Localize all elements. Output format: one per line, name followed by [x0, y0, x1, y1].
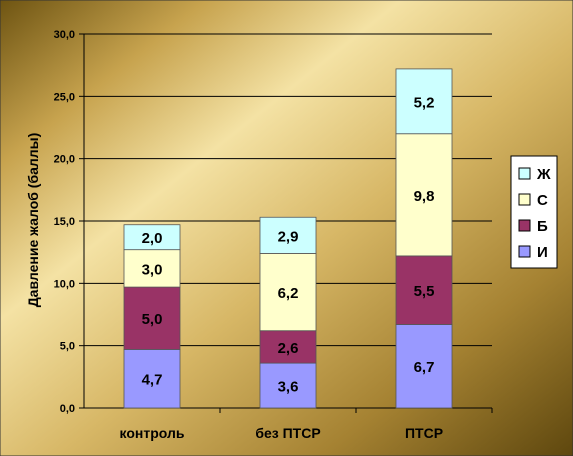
data-label: 5,0 — [142, 311, 163, 328]
data-labels: 4,7 5,0 3,0 2,0 3,6 2,6 6,2 2,9 6,7 5,5 9,8 5,2 — [142, 94, 435, 395]
x-tick-label: ПТСР — [405, 425, 443, 441]
bar-segment — [123, 249, 181, 288]
data-label: 2,0 — [142, 230, 163, 247]
y-tick-label: 5,0 — [60, 341, 75, 353]
bar-segment — [395, 255, 453, 325]
data-label: 2,9 — [278, 228, 299, 245]
data-label: 3,0 — [142, 261, 163, 278]
bars — [123, 68, 453, 409]
bar-segment — [395, 68, 453, 135]
y-tick-label: 25,0 — [54, 91, 75, 103]
data-label: 2,6 — [278, 340, 299, 357]
data-label: 5,2 — [414, 94, 435, 111]
data-label: 6,2 — [278, 285, 299, 302]
y-tick-label: 15,0 — [54, 216, 75, 228]
legend-swatch — [518, 245, 531, 258]
legend-swatch — [518, 167, 531, 180]
bar-segment — [395, 324, 453, 409]
x-tick-label: без ПТСР — [255, 425, 320, 441]
y-tick-label: 0,0 — [60, 403, 75, 415]
data-label: 6,7 — [414, 359, 435, 376]
legend-label: Ж — [536, 166, 551, 183]
y-axis-title: Давление жалоб (баллы) — [25, 133, 41, 308]
bar-segment — [259, 216, 317, 254]
x-tick-label: контроль — [120, 425, 185, 441]
data-label: 3,6 — [278, 379, 299, 396]
bar-segment — [123, 224, 181, 251]
data-label: 9,8 — [414, 188, 435, 205]
y-tick-label: 20,0 — [54, 154, 75, 166]
y-tick-label: 10,0 — [54, 278, 75, 290]
data-label: 5,5 — [414, 283, 435, 300]
legend-label: Б — [537, 218, 548, 235]
bar-segment — [123, 349, 181, 409]
y-tick-label: 30,0 — [54, 29, 75, 41]
legend-label: С — [537, 192, 548, 209]
bar-segment — [395, 133, 453, 257]
bar-segment — [259, 253, 317, 332]
data-label: 4,7 — [142, 372, 163, 389]
bar-segment — [259, 330, 317, 364]
legend-label: И — [537, 244, 548, 261]
bar-segment — [259, 362, 317, 409]
legend-swatch — [518, 219, 531, 232]
legend-swatch — [518, 193, 531, 206]
